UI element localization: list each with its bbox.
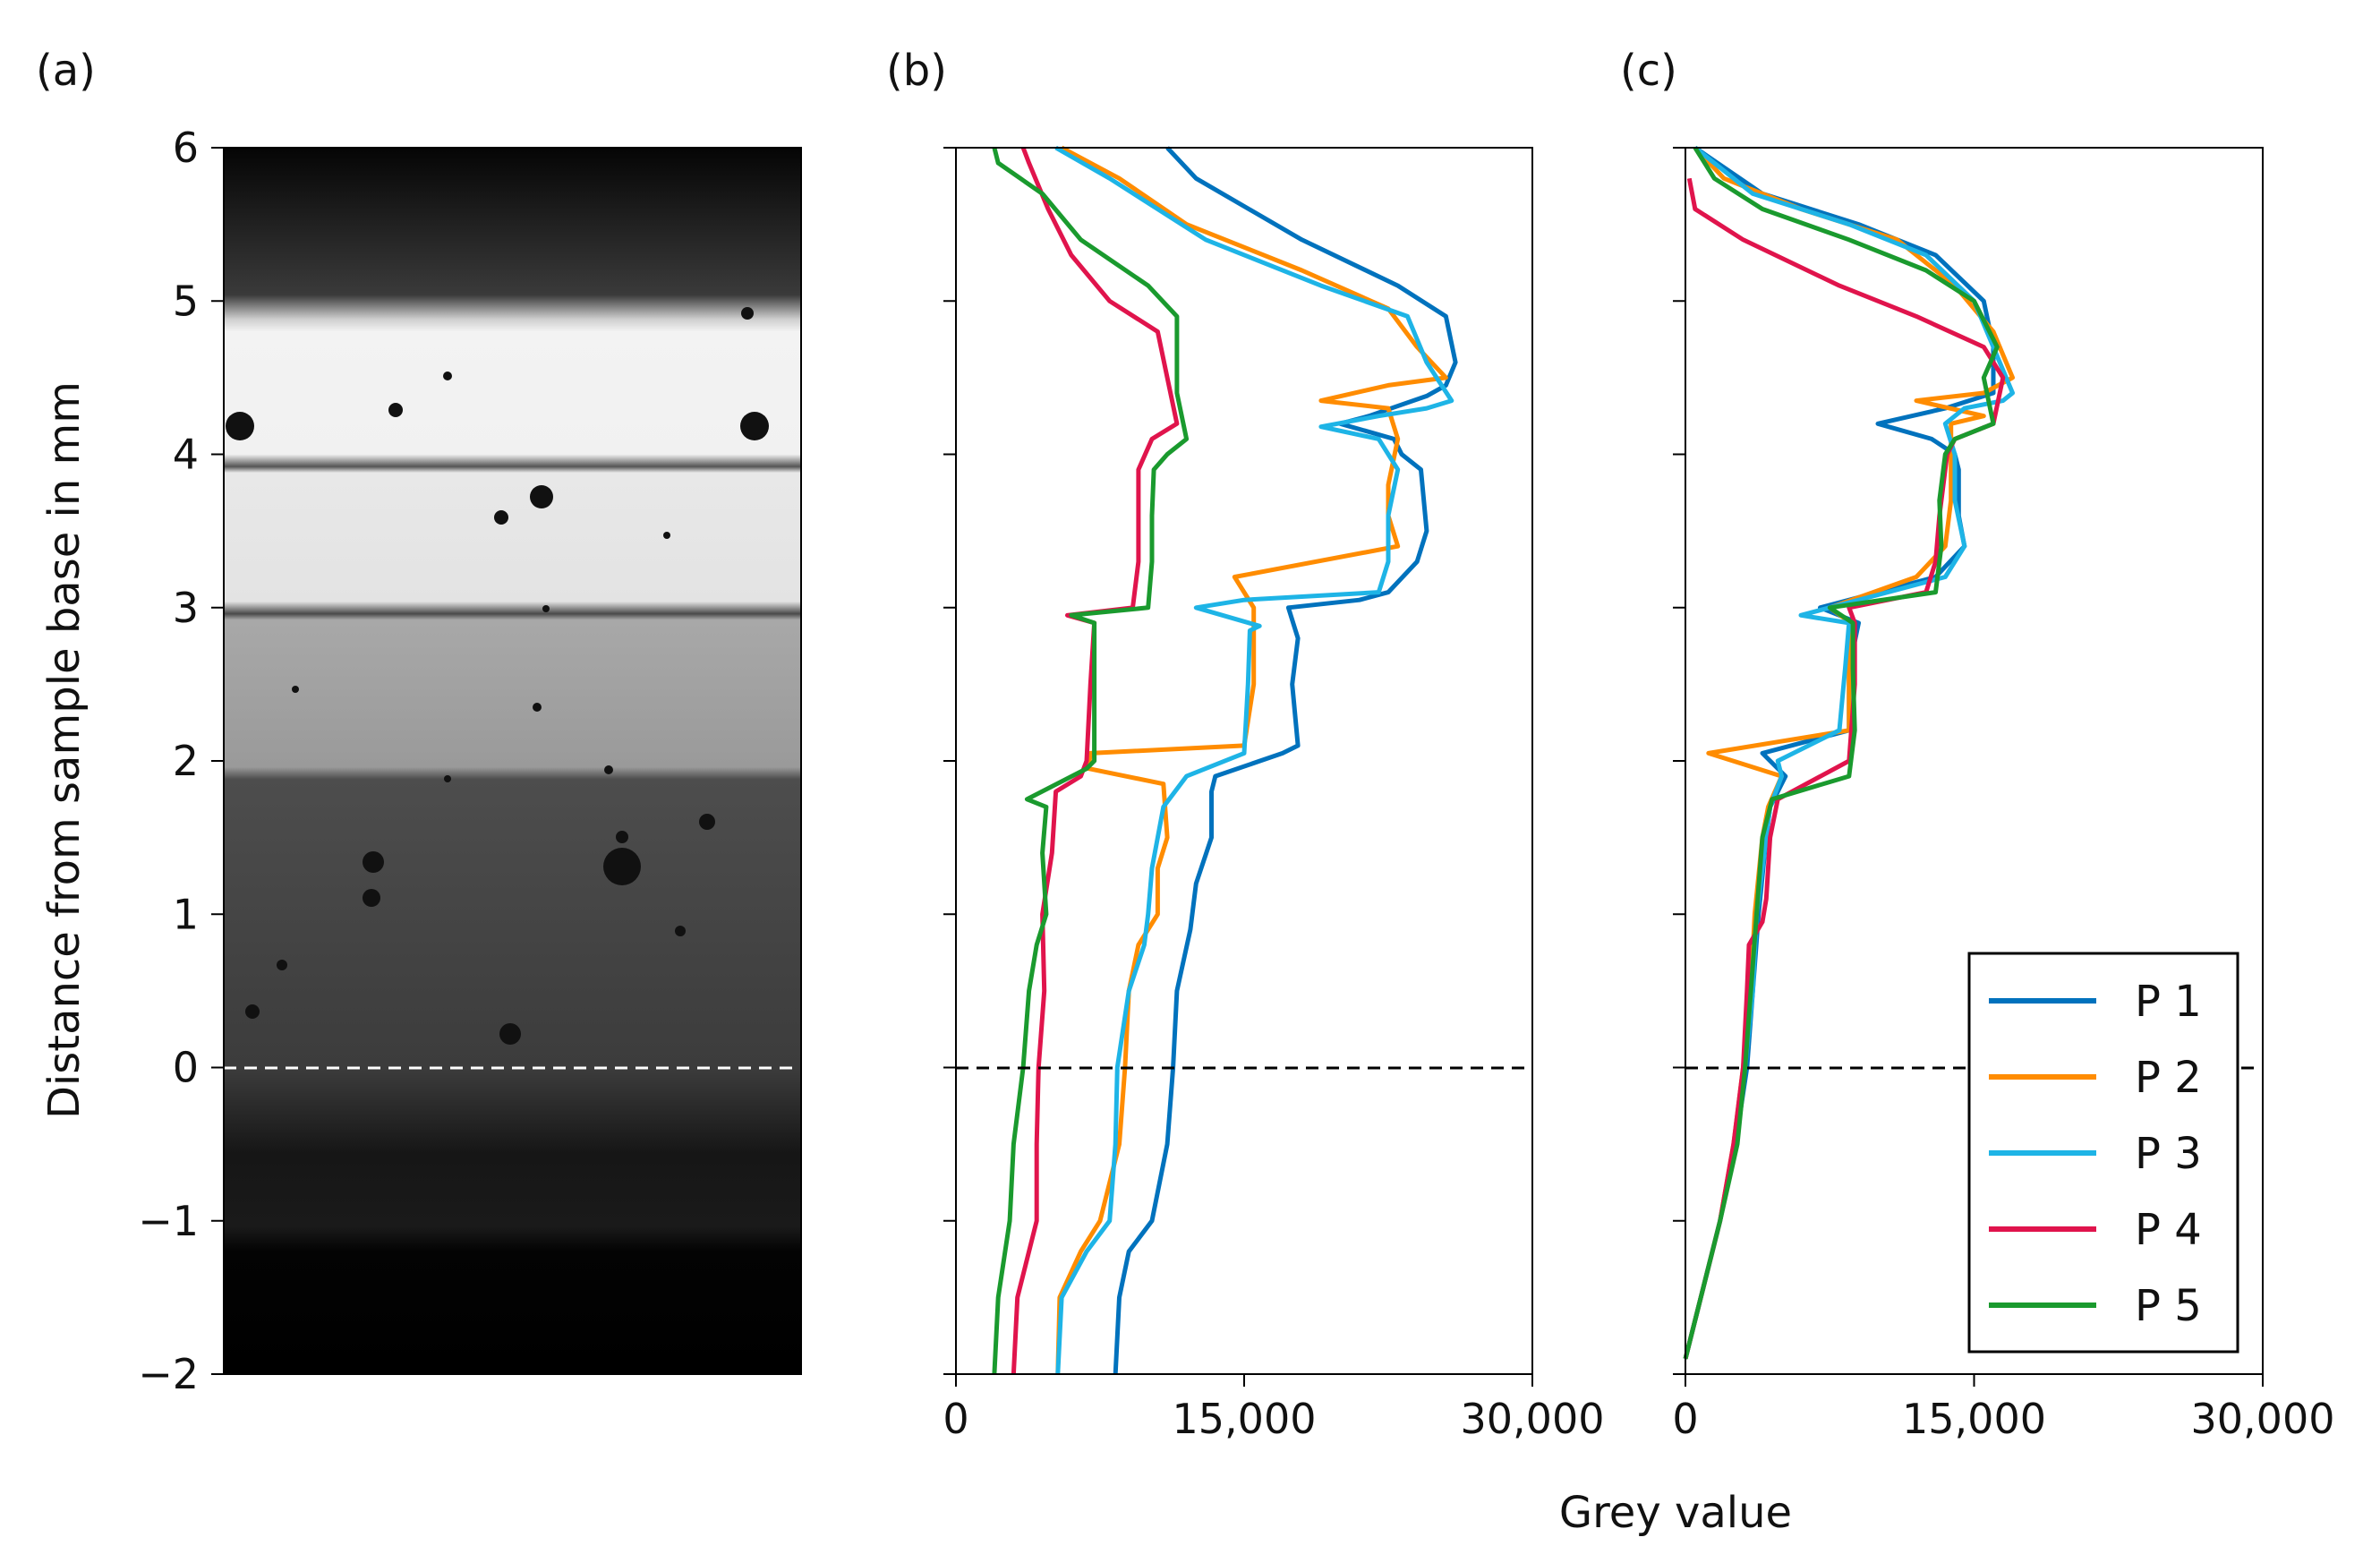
y-tick-label-a: 5 <box>173 277 199 325</box>
panel-b: 0 15,000 30,000 <box>943 145 1605 1443</box>
series-line-p4 <box>1011 147 1180 1375</box>
radiograph-pores <box>226 307 769 1045</box>
legend-label: P 5 <box>2135 1281 2202 1331</box>
y-tick-label-a: 2 <box>173 737 199 785</box>
x-tick-label: 15,000 <box>1173 1395 1317 1443</box>
panel-label-a: (a) <box>36 46 96 96</box>
legend-label: P 1 <box>2135 977 2202 1027</box>
y-axis-label: Distance from sample base in mm <box>39 381 90 1119</box>
x-tick-label: 30,000 <box>2191 1395 2335 1443</box>
radiograph-image <box>224 148 801 1374</box>
series-line-p1 <box>1113 146 1458 1375</box>
ticks-c: 0 15,000 30,000 <box>1672 147 2335 1443</box>
y-tick-label-a: 1 <box>173 890 199 938</box>
x-tick-label: 30,000 <box>1461 1395 1605 1443</box>
legend-label: P 4 <box>2135 1205 2202 1255</box>
legend-label: P 2 <box>2135 1053 2202 1103</box>
series-line-p5 <box>992 147 1190 1375</box>
y-tick-label-a: −2 <box>138 1350 199 1398</box>
y-tick-label-a: 3 <box>173 584 199 632</box>
y-tick-label-a: 6 <box>173 124 199 172</box>
series-line-p4 <box>1683 177 2006 1360</box>
legend-label: P 3 <box>2135 1129 2202 1179</box>
panel-label-b: (b) <box>886 46 947 96</box>
y-tick-label-a: 4 <box>173 431 199 479</box>
series-line-p3 <box>1054 145 1454 1375</box>
panel-b-frame <box>955 147 1533 1375</box>
panel-label-c: (c) <box>1620 46 1677 96</box>
x-tick-label: 0 <box>1672 1395 1698 1443</box>
y-axis-a: 6 5 4 3 2 1 0 −1 −2 <box>138 124 224 1398</box>
series-line-p5 <box>1683 146 2000 1360</box>
ticks-b: 0 15,000 30,000 <box>943 147 1605 1443</box>
series-line-p2 <box>1055 145 1448 1375</box>
x-tick-label: 0 <box>943 1395 968 1443</box>
y-tick-label-a: −1 <box>138 1197 199 1245</box>
x-axis-label: Grey value <box>1559 1488 1792 1538</box>
series-group-b <box>992 145 1458 1375</box>
panel-a: 6 5 4 3 2 1 0 −1 −2 <box>138 124 802 1398</box>
y-tick-label-a: 0 <box>173 1044 199 1092</box>
x-tick-label: 15,000 <box>1902 1395 2046 1443</box>
panel-c: 0 15,000 30,000 P 1 P 2 P 3 P 4 P 5 <box>1672 145 2335 1443</box>
legend: P 1 P 2 P 3 P 4 P 5 <box>1967 952 2239 1354</box>
series-group-c <box>1683 145 2015 1360</box>
